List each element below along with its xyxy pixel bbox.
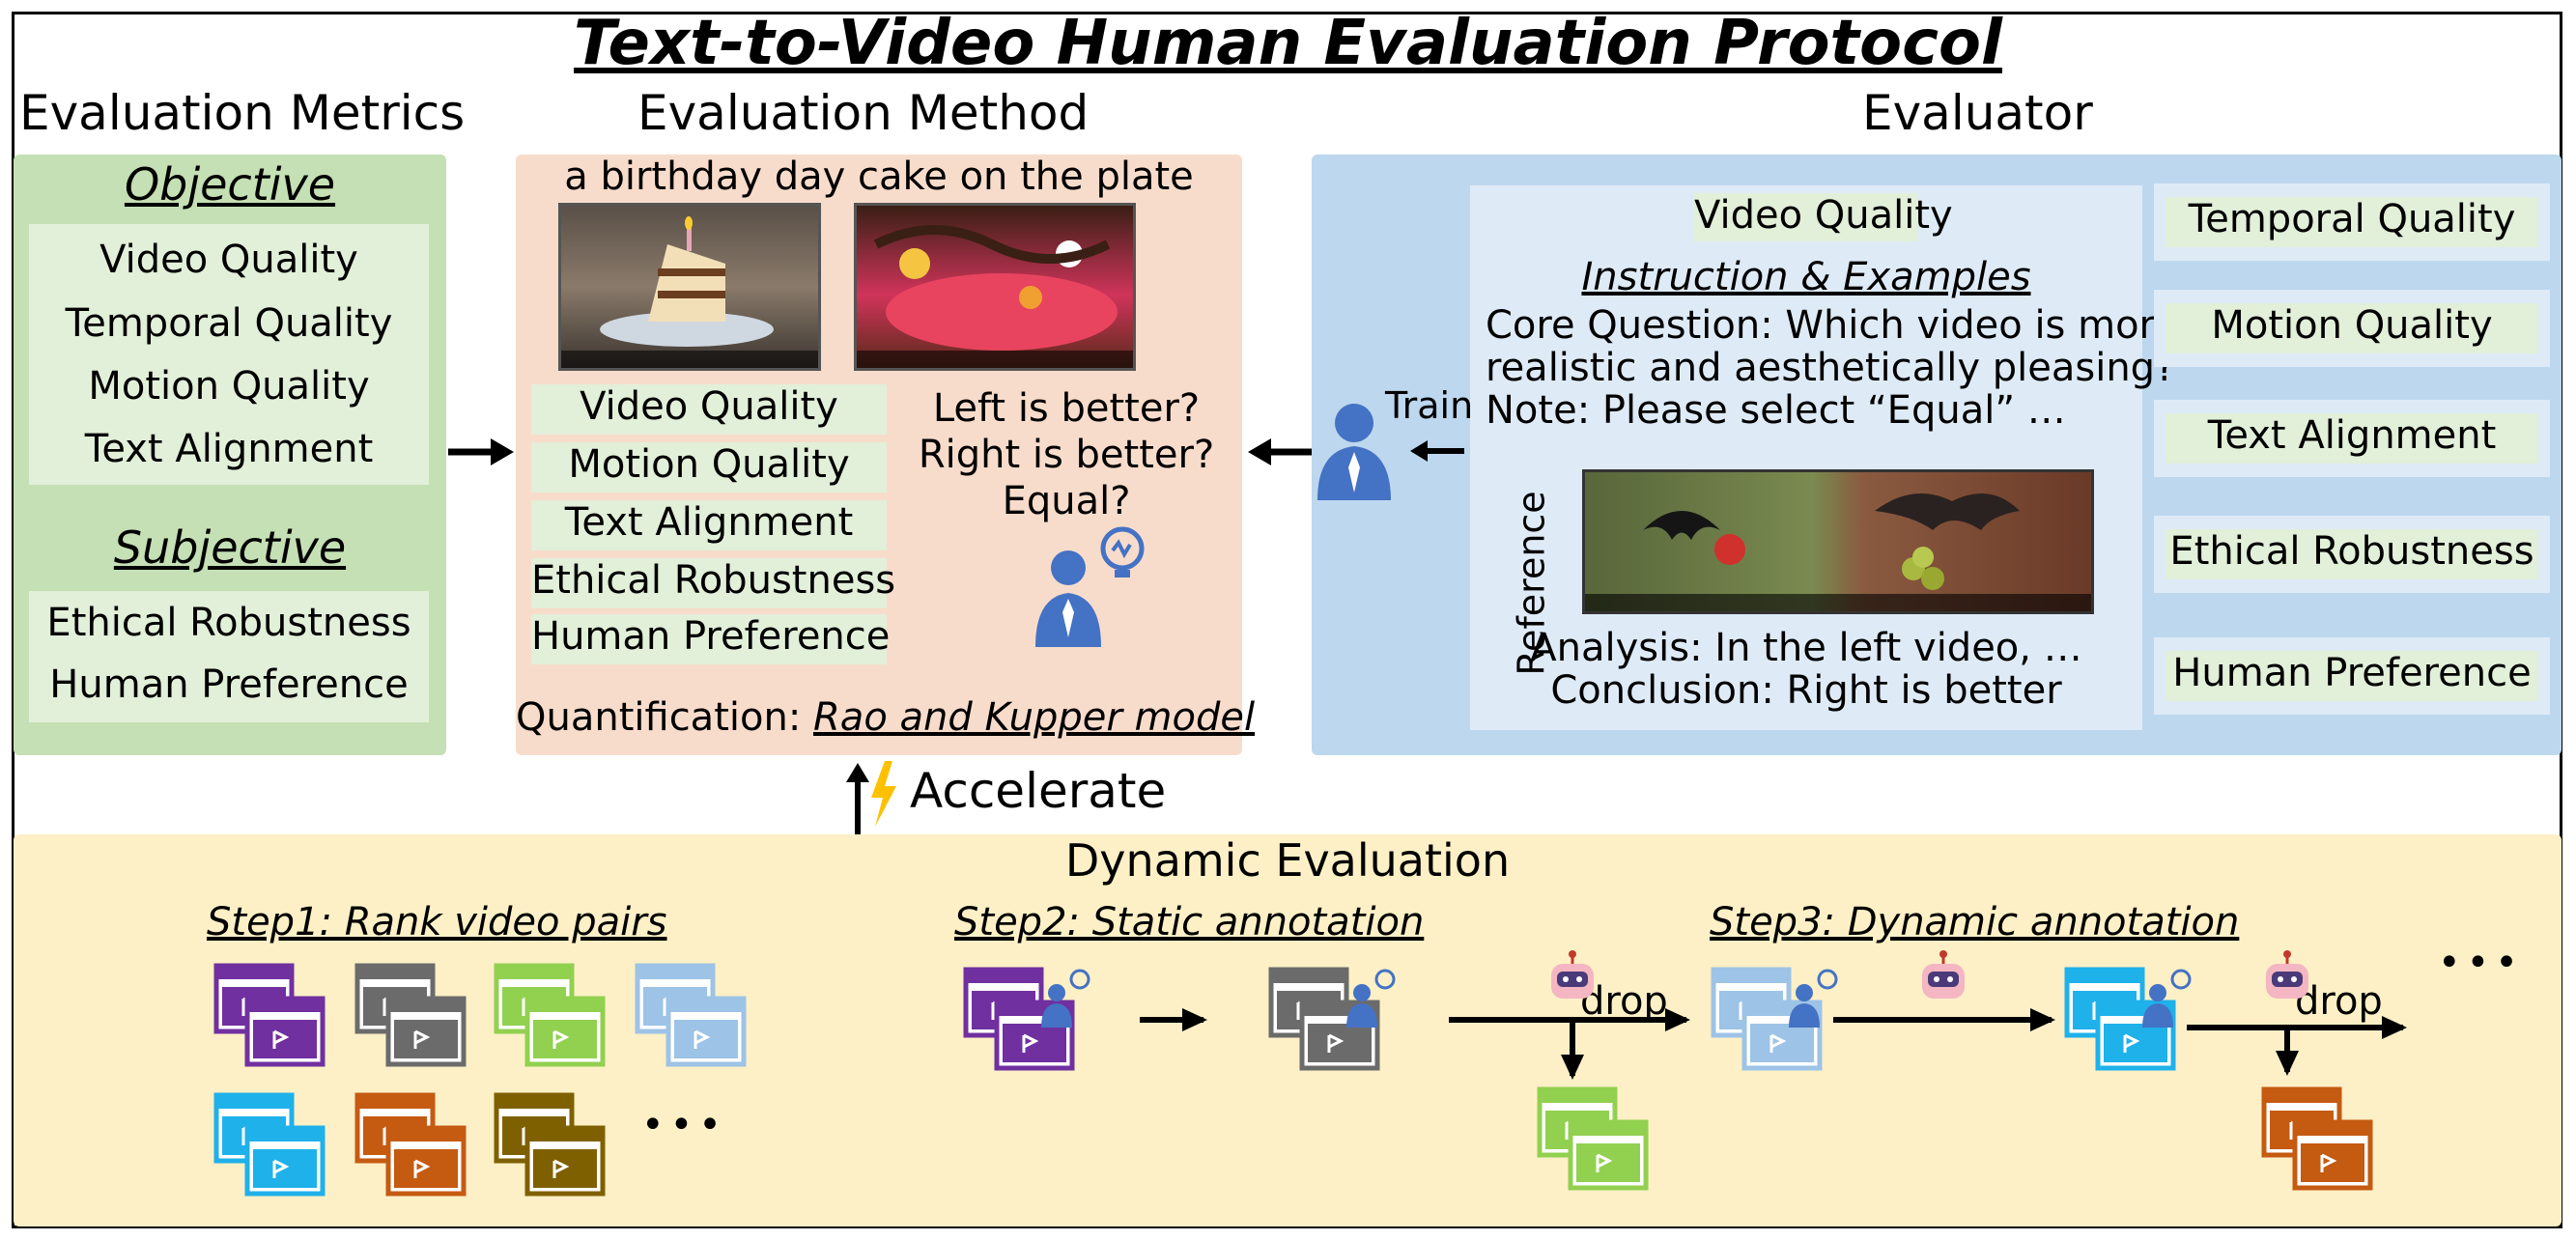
dimension-pill: Motion Quality — [531, 442, 887, 493]
note-line: Note: Please select “Equal” … — [1486, 388, 2066, 433]
quant-prefix: Quantification: — [516, 695, 814, 740]
step3-arrow — [1833, 1008, 2055, 1031]
side-item: Motion Quality — [2166, 303, 2538, 353]
bat-image — [1585, 493, 2091, 611]
instruction-label: Instruction & Examples — [1581, 255, 2031, 299]
subjective-item: Human Preference — [49, 662, 409, 707]
video-pair-green — [494, 963, 606, 1067]
step3-pair-lightblue — [1711, 967, 1823, 1071]
question-left: Left is better? — [932, 386, 1201, 431]
side-item: Text Alignment — [2166, 413, 2538, 464]
dimension-pill: Human Preference — [531, 614, 890, 664]
objective-item: Text Alignment — [84, 427, 374, 471]
video-pair-purple — [213, 963, 326, 1067]
thinking-person-icon — [1035, 526, 1145, 647]
cake-image — [561, 216, 818, 368]
step3-arrow — [1449, 1008, 1690, 1031]
metrics-panel: Objective Video Quality Temporal Quality… — [14, 155, 446, 755]
dynamic-heading: Dynamic Evaluation — [1064, 834, 1511, 887]
question-equal: Equal? — [1002, 479, 1131, 523]
dropped-pair-orange — [2261, 1086, 2373, 1191]
arrow-metrics-to-method — [448, 438, 514, 465]
figure-title: Text-to-Video Human Evaluation Protocol — [574, 8, 2002, 79]
step3-arrow — [2187, 1016, 2407, 1039]
side-card: Motion Quality — [2154, 290, 2550, 367]
side-card: Temporal Quality — [2154, 183, 2550, 261]
dimension-pill: Ethical Robustness — [531, 558, 895, 608]
annotator-icon — [1041, 969, 1090, 1028]
objective-list: Video Quality Temporal Quality Motion Qu… — [29, 224, 429, 485]
train-arrow — [1410, 440, 1464, 462]
drop-arrow — [1561, 1020, 1584, 1080]
method-panel: a birthday day cake on the plate Video Q… — [516, 155, 1255, 755]
subjective-list: Ethical Robustness Human Preference — [29, 591, 429, 722]
method-prompt: a birthday day cake on the plate — [564, 155, 1194, 199]
card-title: Video Quality — [1694, 193, 1953, 241]
side-card: Text Alignment — [2154, 400, 2550, 477]
analysis-line: Analysis: In the left video, … — [1530, 626, 2082, 670]
video-pair-olive — [494, 1092, 606, 1197]
quant-model: Rao and Kupper model — [813, 695, 1256, 740]
side-card: Human Preference — [2154, 637, 2550, 715]
subjective-item: Ethical Robustness — [46, 601, 411, 645]
objective-label: Objective — [124, 158, 336, 211]
trainer-person-icon — [1317, 404, 1391, 500]
drop-label: drop — [1580, 979, 1668, 1024]
dynamic-panel: Dynamic Evaluation Step1: Rank video pai… — [14, 834, 2562, 1226]
objective-item: Temporal Quality — [65, 301, 393, 346]
video-left-thumbnail — [558, 203, 821, 371]
robot-icon — [1922, 950, 1965, 999]
conclusion-line: Conclusion: Right is better — [1550, 668, 2062, 713]
metrics-heading: Evaluation Metrics — [19, 85, 466, 141]
step2-pair-gray — [1268, 967, 1380, 1071]
robot-icon — [1551, 950, 1594, 999]
side-item: Human Preference — [2166, 651, 2538, 701]
objective-item: Motion Quality — [88, 364, 370, 409]
side-item: Temporal Quality — [2166, 197, 2538, 247]
step1-ellipsis: ••• — [641, 1103, 727, 1147]
dimension-pill: Text Alignment — [531, 500, 887, 550]
question-right: Right is better? — [918, 433, 1215, 477]
step3-label: Step3: Dynamic annotation — [1710, 900, 2240, 944]
annotator-icon — [2142, 969, 2192, 1028]
accelerate-label: Accelerate — [910, 763, 1167, 819]
annotator-icon — [1789, 969, 1838, 1028]
video-pair-cyan — [213, 1092, 326, 1197]
dessert-image — [857, 225, 1133, 368]
instruction-card: Video Quality Instruction & Examples Cor… — [1470, 185, 2178, 730]
step3-ellipsis: ••• — [2438, 941, 2524, 985]
core-question-line: Core Question: Which video is more — [1486, 303, 2178, 348]
evaluator-heading: Evaluator — [1862, 85, 2093, 141]
step2-pair-purple — [963, 967, 1075, 1071]
dynamic-diagram — [213, 950, 2407, 1197]
video-pair-lightblue — [635, 963, 747, 1067]
dimension-pill: Video Quality — [531, 384, 887, 435]
arrow-evaluator-to-method — [1248, 438, 1319, 465]
subjective-label: Subjective — [113, 521, 347, 574]
objective-item: Video Quality — [99, 238, 358, 282]
quantification: Quantification: Rao and Kupper model — [516, 695, 1255, 740]
step1-label: Step1: Rank video pairs — [207, 900, 667, 944]
accelerate-arrow — [846, 761, 896, 834]
core-question-line: realistic and aesthetically pleasing? — [1486, 346, 2176, 390]
side-item: Ethical Robustness — [2166, 529, 2538, 579]
robot-icon — [2266, 950, 2308, 999]
drop-arrow — [2276, 1028, 2299, 1076]
video-right-thumbnail — [854, 203, 1136, 371]
video-pair-orange — [354, 1092, 467, 1197]
drop-label: drop — [2295, 979, 2383, 1024]
evaluator-panel: Train Video Quality Instruction & Exampl… — [1312, 155, 2562, 755]
method-heading: Evaluation Method — [637, 85, 1090, 141]
side-card: Ethical Robustness — [2154, 516, 2550, 593]
reference-videos — [1582, 469, 2094, 614]
annotator-icon — [1346, 969, 1396, 1028]
step2-arrow — [1140, 1008, 1207, 1031]
dropped-pair-green — [1537, 1086, 1649, 1191]
train-label: Train — [1385, 384, 1474, 427]
step2-label: Step2: Static annotation — [954, 900, 1425, 944]
video-pair-gray — [354, 963, 467, 1067]
